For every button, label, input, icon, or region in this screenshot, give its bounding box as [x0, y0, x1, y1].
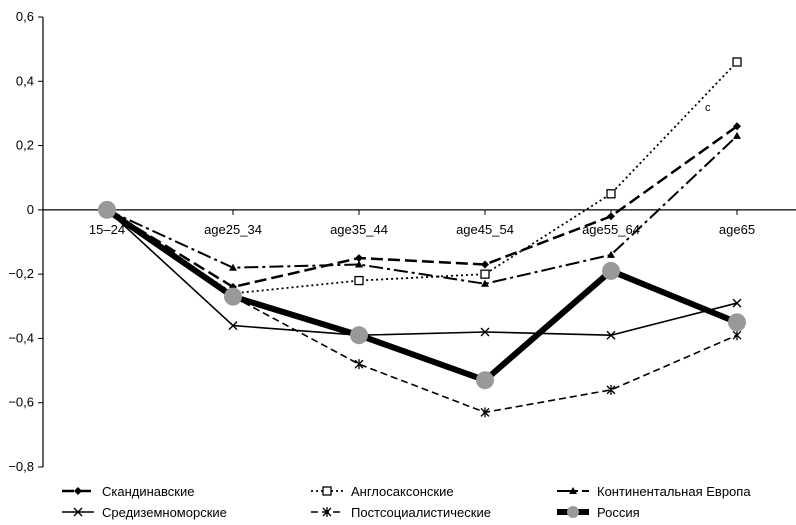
data-point — [606, 189, 616, 199]
series-line — [106, 135, 738, 285]
legend-swatch-marker — [322, 486, 332, 496]
x-tick-label: 15–24 — [89, 222, 125, 237]
series-5 — [98, 200, 746, 390]
chart-legend: Скандинавские Англосаксонские Континенталь… — [62, 484, 751, 520]
data-point — [224, 287, 242, 306]
x-tick-label: age55_64 — [582, 222, 640, 237]
y-tick-label: −0,2 — [8, 266, 34, 281]
legend-label: Средиземноморские — [102, 505, 227, 520]
data-point — [355, 254, 363, 263]
data-point — [607, 250, 615, 258]
data-point — [732, 57, 742, 67]
legend-swatch-marker — [73, 507, 83, 517]
data-point — [355, 260, 363, 268]
data-point — [606, 384, 616, 395]
legend-swatch-marker — [567, 506, 579, 518]
chart-annotation: c — [705, 102, 711, 114]
legend-label: Постсоциалистические — [351, 505, 491, 520]
series-line — [106, 209, 738, 337]
data-point — [602, 261, 620, 280]
y-tick-label: −0,8 — [8, 459, 34, 474]
data-point — [229, 263, 237, 271]
y-tick-label: 0,4 — [16, 73, 34, 88]
series-line — [106, 125, 738, 289]
axes-layer: 0,6 0,4 0,2 0 −0,2 −0,4 −0,6 −0,8 — [8, 9, 796, 474]
x-tick-label: age25_34 — [204, 222, 262, 237]
legend-item: Континентальная Европа — [557, 484, 751, 499]
data-point — [354, 359, 364, 370]
legend-item: Средиземноморские — [62, 505, 227, 520]
y-tick-label: −0,4 — [8, 330, 34, 345]
legend-label: Англосаксонские — [351, 484, 454, 499]
data-point — [606, 330, 616, 340]
data-point — [728, 313, 746, 332]
data-point — [98, 200, 116, 219]
series-layer — [98, 57, 746, 418]
data-point — [481, 279, 489, 287]
x-tick-label: age45_54 — [456, 222, 514, 237]
y-tick-label: 0,6 — [16, 9, 34, 24]
data-point — [476, 371, 494, 390]
labels-layer: 15–24 age25_34 age35_44 age45_54 age55_64 age… — [89, 102, 755, 237]
legend-label: Скандинавские — [102, 484, 194, 499]
y-tick-label: 0,2 — [16, 138, 34, 153]
series-line — [105, 207, 739, 384]
x-tick-label: age35_44 — [330, 222, 388, 237]
data-point — [480, 269, 490, 279]
legend-item: Постсоциалистические — [311, 505, 491, 520]
x-tick-label: age65 — [719, 222, 755, 237]
data-point — [480, 407, 490, 418]
series-4 — [102, 204, 742, 418]
data-point — [733, 122, 741, 131]
data-point — [228, 321, 238, 331]
y-tick-label: −0,6 — [8, 395, 34, 410]
data-point — [480, 327, 490, 337]
series-line — [106, 61, 738, 295]
legend-swatch-marker — [569, 487, 577, 494]
legend-item: Россия — [557, 505, 640, 520]
series-0 — [103, 122, 741, 291]
y-tick-label: 0 — [27, 202, 34, 217]
legend-item: Скандинавские — [62, 484, 194, 499]
legend-item: Англосаксонские — [311, 484, 454, 499]
data-point — [733, 131, 741, 139]
data-point — [732, 330, 742, 341]
legend-label: Россия — [597, 505, 640, 520]
data-point — [354, 275, 364, 286]
data-point — [607, 212, 615, 221]
series-line — [106, 209, 738, 414]
data-point — [481, 260, 489, 269]
legend-swatch-marker — [322, 507, 332, 517]
data-point — [350, 326, 368, 345]
legend-swatch-marker — [74, 487, 82, 495]
legend-label: Континентальная Европа — [597, 484, 751, 499]
data-point — [732, 298, 742, 308]
